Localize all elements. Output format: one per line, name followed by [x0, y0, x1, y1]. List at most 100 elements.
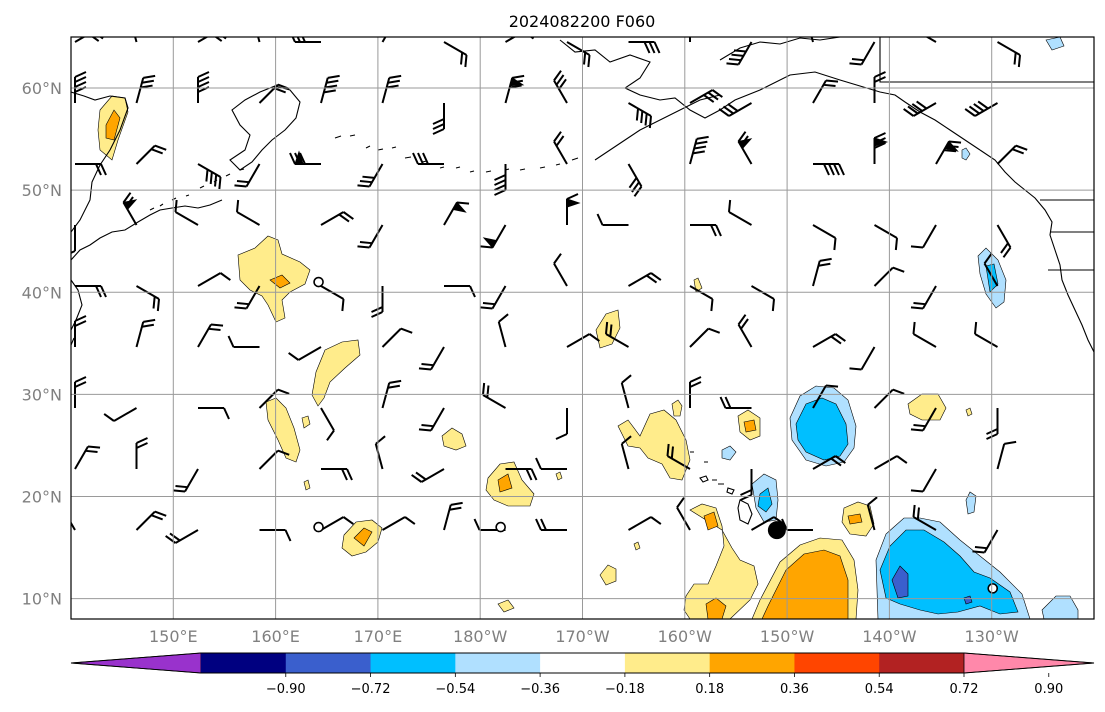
wind-barb — [382, 516, 416, 531]
wind-barb — [443, 201, 470, 226]
longitude-tick-label: 180°W — [453, 627, 508, 646]
wind-barb — [412, 152, 444, 165]
wind-barb — [321, 468, 353, 481]
wind-barb — [251, 37, 261, 43]
wind-barb — [910, 407, 937, 432]
wind-barb — [494, 164, 507, 196]
wind-barb — [812, 257, 832, 287]
wind-barb — [719, 396, 752, 409]
wind-barb — [371, 286, 384, 318]
colorbar-outline — [70, 652, 1095, 674]
wind-barb — [481, 382, 506, 409]
colorbar-segment — [540, 653, 626, 673]
wind-barb — [997, 41, 1022, 68]
wind-barb — [996, 440, 1017, 470]
wind-barb — [288, 346, 322, 361]
wind-barb — [75, 285, 107, 298]
anomaly-contour-region — [847, 513, 863, 525]
wind-barb — [103, 407, 137, 422]
wind-barb — [74, 376, 87, 408]
wind-barb — [812, 333, 846, 348]
wind-barb — [357, 163, 384, 188]
wind-barb — [628, 272, 662, 287]
wind-barb — [320, 285, 345, 312]
figure-title: 2024082200 F060 — [509, 12, 656, 31]
anomaly-contour-region — [1045, 37, 1065, 51]
wind-barb — [135, 144, 167, 165]
wind-barb — [234, 163, 261, 188]
calm-circle-marker — [495, 521, 506, 533]
longitude-labels: 150°E 160°E 170°E 180°W 170°W 160°W 150°W 140°W… — [149, 627, 1019, 646]
colorbar-extend-high — [963, 652, 1095, 674]
storm-center-marker — [767, 521, 786, 540]
wind-barb — [983, 253, 999, 287]
colorbar-segment — [709, 653, 795, 673]
anomaly-contour-region — [683, 503, 759, 619]
longitude-tick-label: 170°E — [354, 627, 403, 646]
wind-barb — [726, 41, 753, 66]
colorbar-level-label: −0.90 — [266, 682, 306, 697]
wind-barb — [553, 253, 568, 287]
anomaly-contour-region — [497, 599, 515, 613]
wind-barb — [135, 510, 167, 531]
calm-circle-marker — [313, 521, 324, 533]
wind-barb — [197, 71, 210, 103]
latitude-tick-label: 20°N — [22, 487, 62, 506]
anomaly-contour-region — [963, 595, 973, 605]
wind-barb — [553, 131, 568, 165]
wind-barb — [689, 376, 702, 408]
wind-barb — [443, 41, 468, 68]
colorbar-segment — [285, 653, 372, 673]
latitude-tick-label: 30°N — [22, 385, 62, 404]
wind-barb — [289, 150, 321, 165]
anomaly-contour-region — [1041, 595, 1079, 619]
wind-barb — [910, 224, 937, 249]
colorbar-level-label: −0.72 — [351, 682, 391, 697]
anomaly-contour-region — [671, 399, 683, 417]
latitude-tick-label: 50°N — [22, 181, 62, 200]
wind-barb — [535, 457, 567, 470]
wind-barb — [411, 468, 445, 483]
wind-barb — [689, 89, 723, 104]
wind-barb — [812, 224, 837, 251]
calm-circle-marker — [313, 276, 324, 288]
wind-barb — [418, 346, 445, 371]
wind-barb — [566, 41, 591, 68]
wind-barb — [676, 497, 691, 531]
anomaly-contour-region — [497, 473, 513, 493]
wind-barb — [443, 501, 463, 531]
colorbar-level-label: 0.90 — [1034, 682, 1063, 697]
wind-barb — [357, 224, 384, 249]
wind-barb — [813, 163, 845, 176]
anomaly-contour-region — [303, 479, 311, 491]
wind-barb — [874, 455, 908, 470]
wind-barb — [566, 333, 600, 348]
anomaly-contour-region — [907, 393, 947, 421]
longitude-tick-label: 130°W — [965, 627, 1020, 646]
wind-barb — [135, 318, 156, 348]
wind-barb — [258, 388, 290, 409]
calm-circle-marker — [987, 583, 999, 594]
wind-barb — [727, 199, 752, 226]
longitude-tick-label: 150°W — [760, 627, 815, 646]
wind-barb — [74, 315, 87, 347]
latitude-tick-label: 60°N — [22, 79, 62, 98]
wind-barb — [197, 163, 222, 190]
wind-barb — [234, 285, 261, 310]
wind-barb — [849, 346, 876, 371]
anomaly-contour-region — [265, 397, 301, 463]
wind-barb — [596, 213, 629, 226]
anomaly-contour-region — [301, 415, 311, 429]
wind-barb — [444, 285, 476, 298]
wind-barb — [122, 192, 138, 226]
colorbar-level-label: −0.36 — [520, 682, 560, 697]
wind-barbs — [71, 37, 1028, 554]
wind-barb — [874, 224, 899, 251]
latitude-tick-label: 10°N — [22, 590, 62, 609]
wind-barb — [432, 103, 445, 135]
wind-barb — [227, 335, 260, 348]
anomaly-contour-region — [761, 549, 849, 619]
wind-barb — [320, 407, 335, 441]
wind-barb — [866, 496, 878, 531]
